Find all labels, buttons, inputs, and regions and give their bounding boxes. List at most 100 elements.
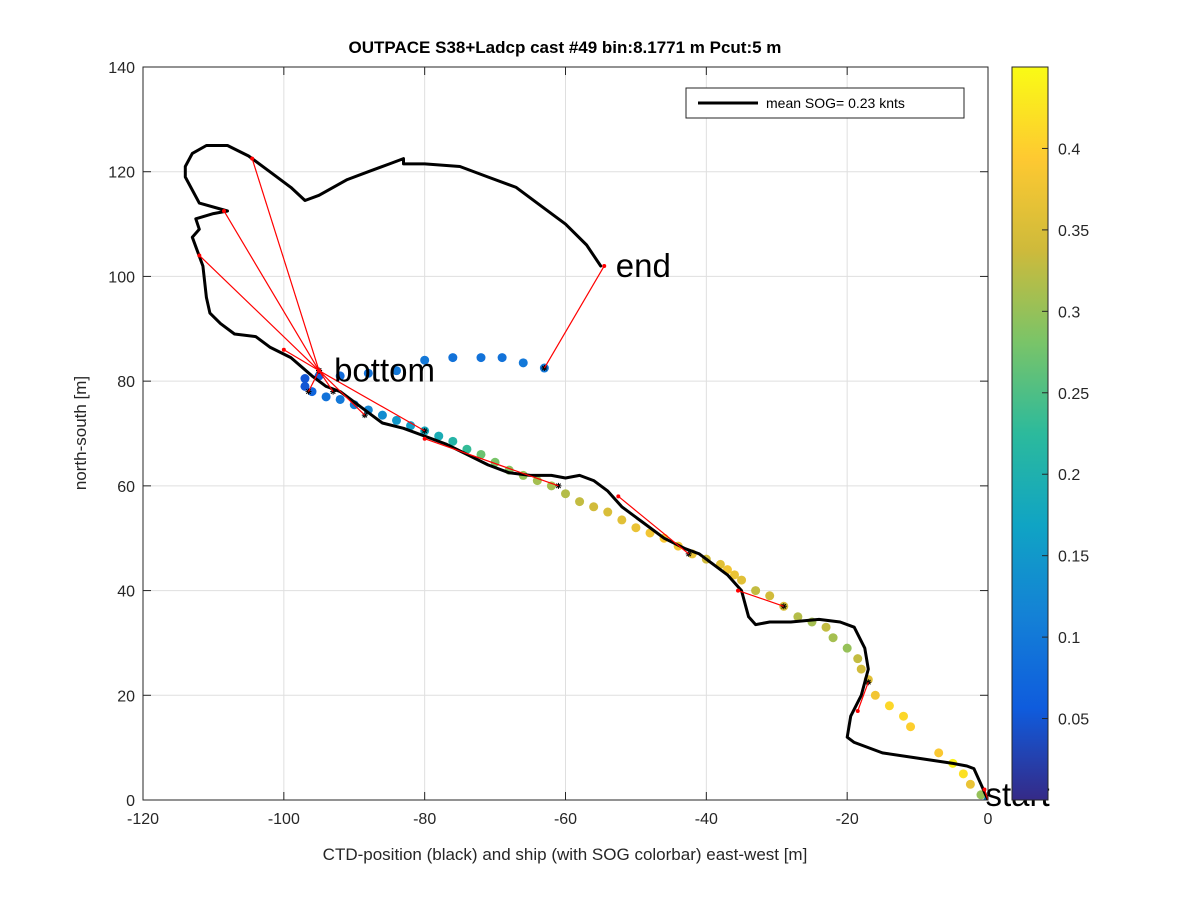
ship-point <box>561 489 570 499</box>
ship-point <box>377 410 387 420</box>
ship-point <box>958 769 968 779</box>
ship-point <box>448 353 458 363</box>
ship-point <box>518 358 528 368</box>
colorbar-tick-label: 0.1 <box>1058 630 1080 647</box>
ship-point <box>462 444 472 454</box>
ctd-star-marker <box>361 412 368 419</box>
connector-line <box>424 438 559 487</box>
ship-point <box>856 664 866 674</box>
ship-point <box>821 622 831 632</box>
connector-end-marker <box>221 208 226 213</box>
annotation-bottom: bottom <box>334 352 435 389</box>
colorbar-tick-label: 0.15 <box>1058 549 1089 566</box>
x-tick-label: -100 <box>268 811 300 828</box>
ship-point <box>497 353 507 363</box>
ship-point <box>300 374 310 384</box>
ship-point <box>476 353 486 363</box>
ctd-star-marker <box>421 427 428 434</box>
ship-point <box>965 779 975 789</box>
annotation-end: end <box>616 247 671 284</box>
legend-box <box>685 87 965 119</box>
ship-point <box>828 633 838 643</box>
legend: mean SOG= 0.23 knts <box>685 87 965 119</box>
colorbar-frame <box>1011 66 1049 801</box>
colorbar-ticks: 0.05 0.1 0.15 0.2 0.25 0.3 0.35 0.4 <box>1042 141 1089 729</box>
ship-point <box>899 711 908 721</box>
connector-line <box>223 210 320 371</box>
ship-point <box>300 381 310 391</box>
connector-line <box>737 590 784 607</box>
ctd-track-line <box>183 144 988 800</box>
y-tick-labels: 0 20 40 60 80 100 120 140 <box>108 60 135 810</box>
x-tick-label: -120 <box>127 811 159 828</box>
connector-end-marker <box>197 253 202 258</box>
connector-end-marker <box>736 588 741 593</box>
chart-title: OUTPACE S38+Ladcp cast #49 bin:8.1771 m … <box>349 38 782 57</box>
ship-point <box>335 371 345 381</box>
ship-point <box>476 449 486 459</box>
connector-end-marker <box>250 156 255 161</box>
x-axis-label: CTD-position (black) and ship (with SOG … <box>323 845 808 864</box>
ship-point <box>617 515 627 525</box>
ship-point <box>884 701 894 711</box>
y-tick-label: 80 <box>117 374 135 391</box>
ship-point <box>730 570 739 580</box>
connector-line <box>307 370 320 392</box>
ship-point <box>392 366 401 376</box>
ship-point <box>420 355 430 365</box>
x-tick-label: -80 <box>413 811 436 828</box>
colorbar-tick-label: 0.05 <box>1058 712 1089 729</box>
connector-end-marker <box>602 263 607 268</box>
y-tick-label: 100 <box>108 269 135 286</box>
ship-point <box>751 586 761 596</box>
ship-point <box>575 497 585 507</box>
axis-ticks <box>142 66 989 801</box>
y-tick-label: 0 <box>126 793 135 810</box>
legend-entry: mean SOG= 0.23 knts <box>766 95 905 111</box>
ship-point <box>842 643 852 653</box>
ship-point <box>589 502 599 512</box>
connector-line <box>318 370 334 392</box>
connector-line <box>251 158 320 371</box>
connector-end-marker <box>982 787 987 792</box>
connector-line <box>857 681 869 712</box>
ship-point <box>853 654 863 664</box>
ship-point <box>906 722 916 732</box>
connector-end-marker <box>855 708 860 713</box>
ship-point <box>765 591 775 601</box>
colorbar: 0.05 0.1 0.15 0.2 0.25 0.3 0.35 0.4 <box>1011 66 1089 801</box>
ship-point <box>870 690 880 700</box>
connector-end-marker <box>281 347 286 352</box>
connector-line <box>617 495 690 555</box>
connector-line <box>318 370 425 432</box>
ship-point <box>934 748 944 758</box>
ctd-star-marker <box>780 603 787 610</box>
bin-connector-lines <box>197 156 988 800</box>
y-tick-label: 40 <box>117 584 135 601</box>
y-tick-label: 60 <box>117 479 135 496</box>
connector-end-marker <box>422 436 427 441</box>
colorbar-tick-label: 0.4 <box>1058 141 1080 158</box>
colorbar-tick-label: 0.3 <box>1058 304 1080 321</box>
y-axis-label: north-south [m] <box>71 376 90 490</box>
x-tick-label: -20 <box>836 811 859 828</box>
ship-point <box>793 612 803 622</box>
x-tick-label: -40 <box>695 811 718 828</box>
ship-point <box>392 415 401 425</box>
connector-end-marker <box>616 494 621 499</box>
y-tick-label: 20 <box>117 688 135 705</box>
x-tick-label: -60 <box>554 811 577 828</box>
y-tick-label: 120 <box>108 165 135 182</box>
connector-line <box>198 255 320 372</box>
annotations: endbottomstart <box>334 247 1050 813</box>
x-tick-label: 0 <box>984 811 993 828</box>
ship-point <box>363 368 373 378</box>
ctd-star-marker <box>865 679 872 686</box>
colorbar-gradient <box>1012 67 1048 800</box>
connector-line <box>283 349 320 372</box>
ship-point <box>603 507 613 517</box>
ship-point <box>321 392 331 402</box>
connector-line <box>543 265 605 369</box>
ctd-star-marker <box>541 365 548 372</box>
